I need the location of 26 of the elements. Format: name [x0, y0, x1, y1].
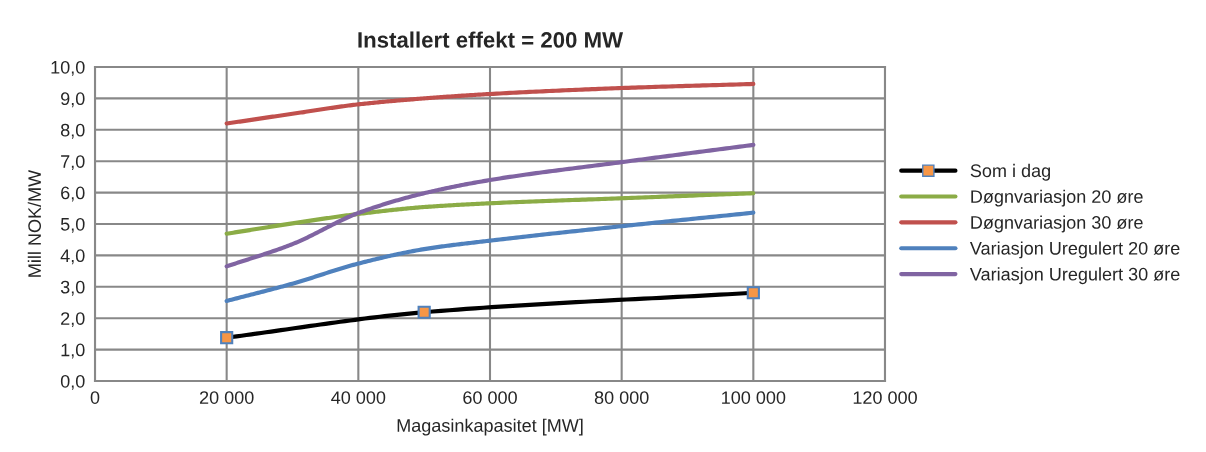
y-tick-label: 8,0: [60, 123, 85, 139]
x-tick-label: 20 000: [199, 391, 254, 404]
x-tick-label: 60 000: [463, 391, 517, 404]
x-tick-label: 40 000: [331, 391, 386, 404]
y-tick-label: 5,0: [60, 217, 85, 233]
y-tick-label: 6,0: [61, 186, 85, 202]
x-tick-label: 80 000: [594, 391, 649, 404]
x-tick-label: 100 000: [722, 391, 786, 404]
legend-label: Døgnvariasjon 20 øre: [971, 189, 1143, 207]
legend-label: Døgnvariasjon 30 øre: [971, 215, 1143, 233]
y-tick-label: 1,0: [61, 343, 85, 359]
y-tick-label: 7,0: [61, 155, 85, 171]
legend-label: Variasjon Uregulert 30 øre: [969, 267, 1180, 285]
y-tick-label: 4,0: [60, 249, 85, 265]
chart-title: Installert effekt = 200 MW: [358, 31, 624, 48]
y-tick-label: 10,0: [51, 60, 85, 76]
y-tick-label: 3,0: [60, 280, 85, 296]
y-tick-label: 2,0: [61, 312, 85, 328]
x-axis-title: Magasinkapasitet [MW]: [397, 418, 583, 436]
x-tick-label: 0: [90, 391, 100, 404]
legend-label: Som i dag: [970, 163, 1050, 181]
legend-label: Variasjon Uregulert 20 øre: [969, 241, 1180, 259]
y-tick-label: 0,0: [60, 374, 85, 390]
x-tick-label: 120 000: [853, 391, 917, 404]
y-tick-label: 9,0: [61, 92, 85, 108]
y-axis-title: Mill NOK/MW: [27, 169, 42, 277]
